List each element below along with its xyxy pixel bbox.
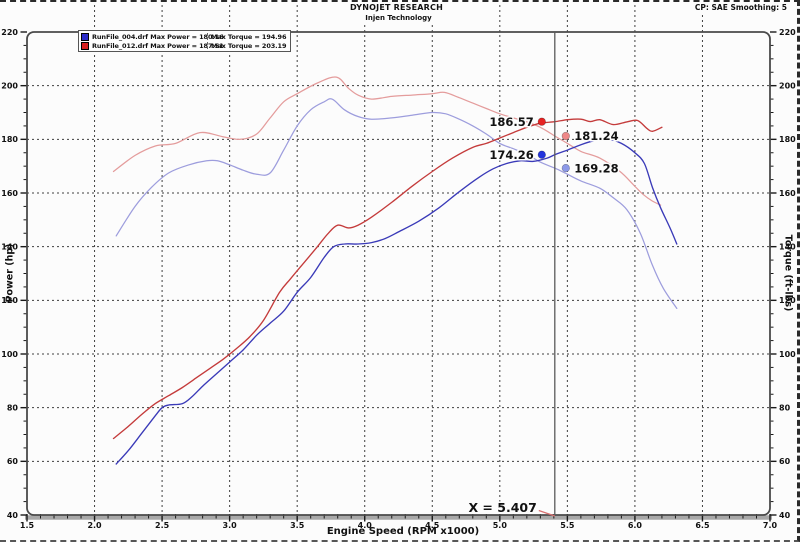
left-axis-title: Power (hp) [4,243,16,303]
svg-text:3.5: 3.5 [290,521,305,530]
smoothing-info: CP: SAE Smoothing: 5 [691,3,790,12]
right-axis-title: Torque (ft-lbs) [782,234,794,312]
curve-power-run012 [112,118,663,440]
legend-item: RunFile_004.drf Max Power = 180.16 Max To… [81,32,287,41]
measurement-markers: 186.57 181.24 174.26 169.28 [488,113,620,176]
svg-text:200: 200 [779,81,796,90]
svg-text:80: 80 [779,403,791,412]
axis-ticks [20,31,777,522]
gridlines [27,5,770,515]
svg-text:6.5: 6.5 [695,521,710,530]
svg-text:220: 220 [779,28,796,37]
legend-divider [207,42,208,49]
svg-text:7.0: 7.0 [763,521,778,530]
marker-value-torque-run004: 169.28 [574,161,618,175]
svg-text:80: 80 [7,403,19,412]
data-curves [112,76,678,465]
svg-text:220: 220 [1,28,18,37]
series-color-swatch [81,41,89,50]
svg-text:40: 40 [7,511,19,520]
legend-max-torque: Max Torque = 203.19 [211,41,287,50]
legend-file-and-max-power: RunFile_012.drf Max Power = 187.51 [92,41,224,50]
svg-text:120: 120 [1,296,18,305]
x-axis-title: Engine Speed (RPM x1000) [326,526,480,537]
svg-text:2.0: 2.0 [87,521,102,530]
legend-max-torque: Max Torque = 194.96 [211,32,287,41]
svg-text:5.5: 5.5 [560,521,575,530]
legend-box: RunFile_004.drf Max Power = 180.16 Max To… [78,30,292,52]
marker-value-power-run004: 174.26 [489,148,533,162]
svg-text:6.0: 6.0 [628,521,643,530]
svg-text:5.0: 5.0 [493,521,508,530]
curve-torque-run004 [115,98,678,310]
cursor-x-label: X = 5.407 [468,500,536,515]
series-color-swatch [81,32,89,41]
cursor-callout-line [538,509,555,517]
curve-power-run004 [115,138,678,465]
curve-torque-run012 [112,76,662,206]
marker-dot-torque-run004[interactable] [561,163,570,173]
svg-text:180: 180 [1,135,18,144]
svg-text:2.5: 2.5 [155,521,170,530]
axis-tick-labels: 1.5 2.0 2.5 3.0 3.5 4.0 4.5 5.0 5.5 6.0 6.5 7.040 40… [1,28,796,530]
legend-divider [207,33,208,40]
svg-text:200: 200 [1,81,18,90]
svg-text:1.5: 1.5 [20,521,35,530]
svg-text:140: 140 [1,242,18,251]
marker-value-torque-run012: 181.24 [574,129,618,143]
svg-text:40: 40 [779,511,791,520]
svg-text:100: 100 [1,350,18,359]
legend-item: RunFile_012.drf Max Power = 187.51 Max To… [81,41,287,50]
svg-text:140: 140 [779,242,796,251]
plot-frame [26,31,771,516]
svg-text:3.0: 3.0 [223,521,238,530]
svg-text:120: 120 [779,296,796,305]
svg-text:180: 180 [779,135,796,144]
svg-text:60: 60 [779,457,791,466]
marker-dot-power-run012[interactable] [537,117,546,126]
marker-value-power-run012: 186.57 [489,115,533,129]
svg-text:60: 60 [7,457,19,466]
svg-text:160: 160 [779,189,796,198]
svg-text:4.0: 4.0 [358,521,373,530]
page-subtitle: Injen Technology [362,14,435,22]
marker-dot-torque-run012[interactable] [561,131,570,141]
page-title: DYNOJET RESEARCH [347,3,447,12]
svg-text:4.5: 4.5 [425,521,440,530]
legend-file-and-max-power: RunFile_004.drf Max Power = 180.16 [92,32,224,41]
marker-dot-power-run004[interactable] [537,150,546,159]
svg-text:160: 160 [1,189,18,198]
svg-text:100: 100 [779,350,796,359]
